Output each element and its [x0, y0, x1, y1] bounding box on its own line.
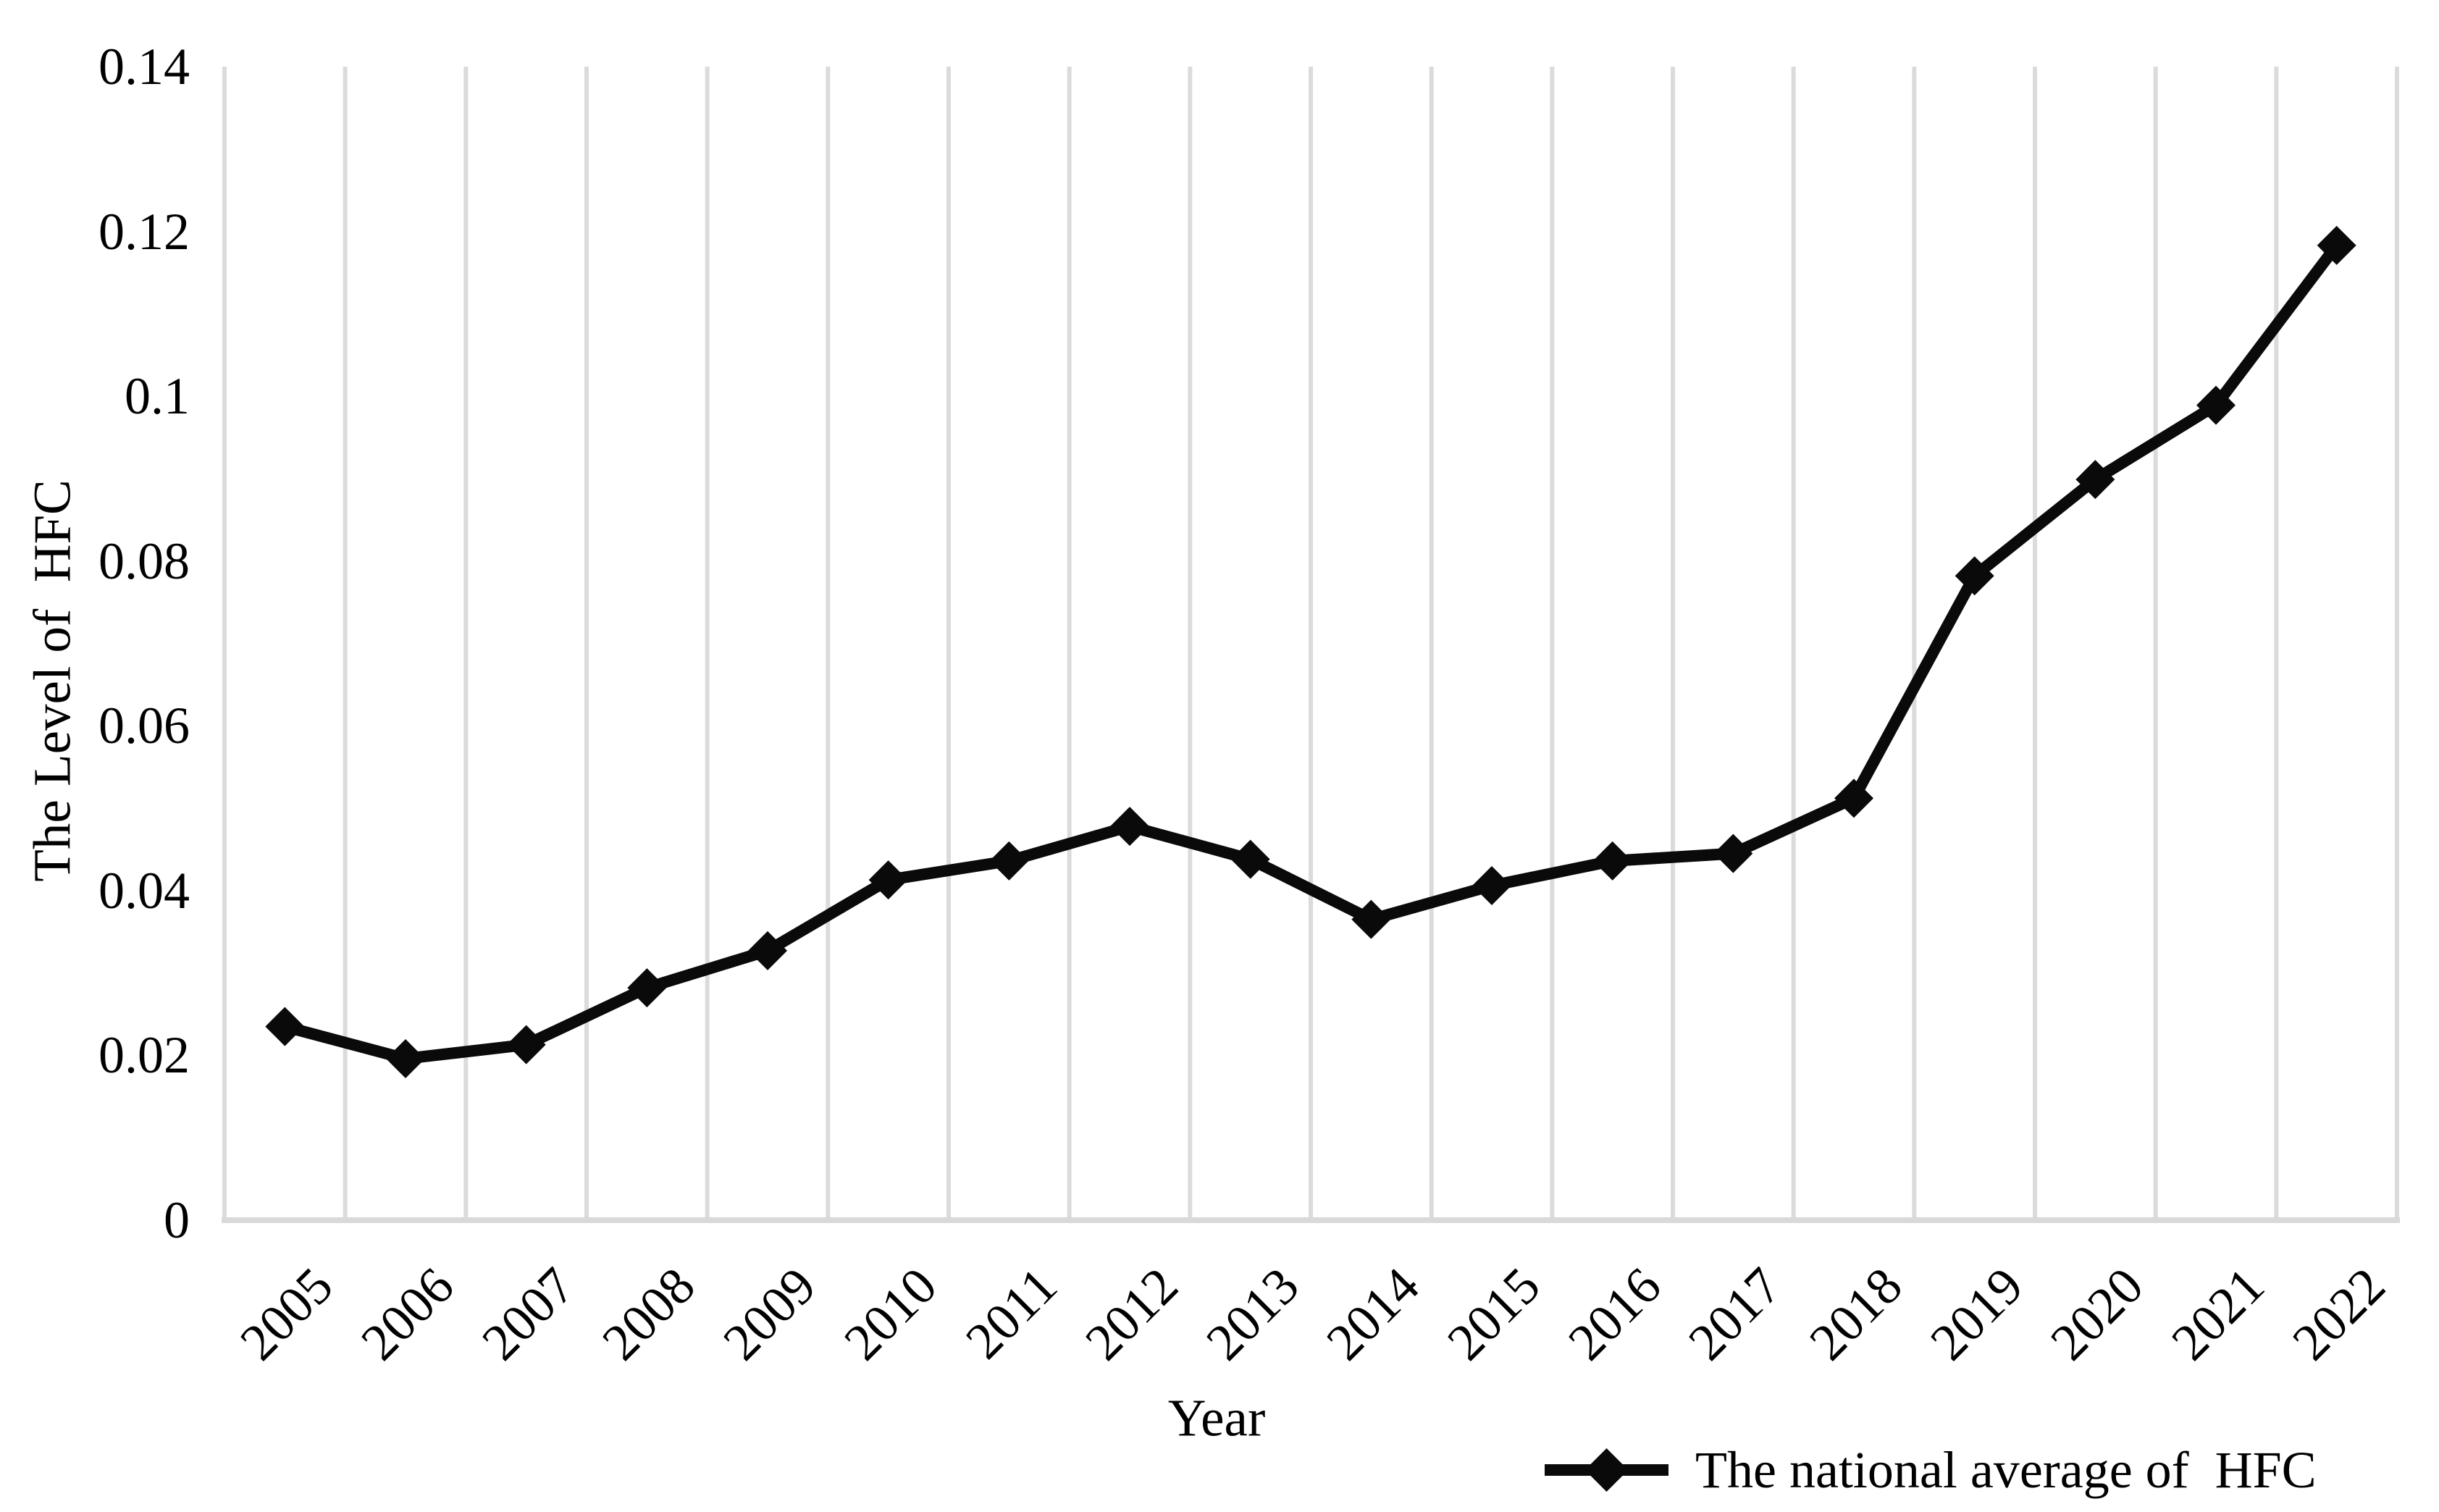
data-point-2007 [506, 1025, 546, 1064]
y-tick-label-0.06: 0.06 [98, 697, 190, 755]
y-tick-label-0.02: 0.02 [98, 1026, 190, 1085]
y-axis-title: The Level of HFC [22, 479, 82, 882]
data-point-2019 [1955, 556, 1994, 596]
data-point-2018 [1834, 778, 1873, 818]
data-point-2014 [1351, 899, 1391, 939]
data-point-2015 [1472, 866, 1511, 906]
y-tick-label-0.1: 0.1 [125, 367, 190, 426]
data-point-2010 [868, 860, 908, 900]
legend-label: The national average of HFC [1695, 1441, 2317, 1499]
data-point-2017 [1713, 833, 1753, 873]
data-point-2021 [2196, 385, 2236, 425]
data-point-2020 [2075, 460, 2115, 500]
legend-line-diamond-icon [1545, 1448, 1668, 1492]
series-line [279, 239, 2343, 1064]
y-tick-label-0.14: 0.14 [98, 38, 190, 96]
data-point-2012 [1110, 807, 1149, 847]
data-point-2013 [1230, 839, 1270, 879]
y-tick-label-0.04: 0.04 [98, 861, 190, 920]
data-point-2005 [265, 1007, 305, 1046]
data-point-2008 [627, 968, 667, 1008]
data-point-2016 [1592, 841, 1632, 881]
y-tick-label-0.08: 0.08 [98, 532, 190, 590]
x-axis-title: Year [1167, 1388, 1266, 1448]
data-point-2011 [989, 841, 1029, 881]
y-tick-label-0: 0 [164, 1191, 190, 1249]
y-tick-label-0.12: 0.12 [98, 202, 190, 261]
legend: The national average of HFC [1545, 1441, 2317, 1499]
data-point-2006 [386, 1038, 425, 1078]
data-point-2009 [748, 931, 787, 970]
data-point-2022 [2317, 225, 2356, 265]
